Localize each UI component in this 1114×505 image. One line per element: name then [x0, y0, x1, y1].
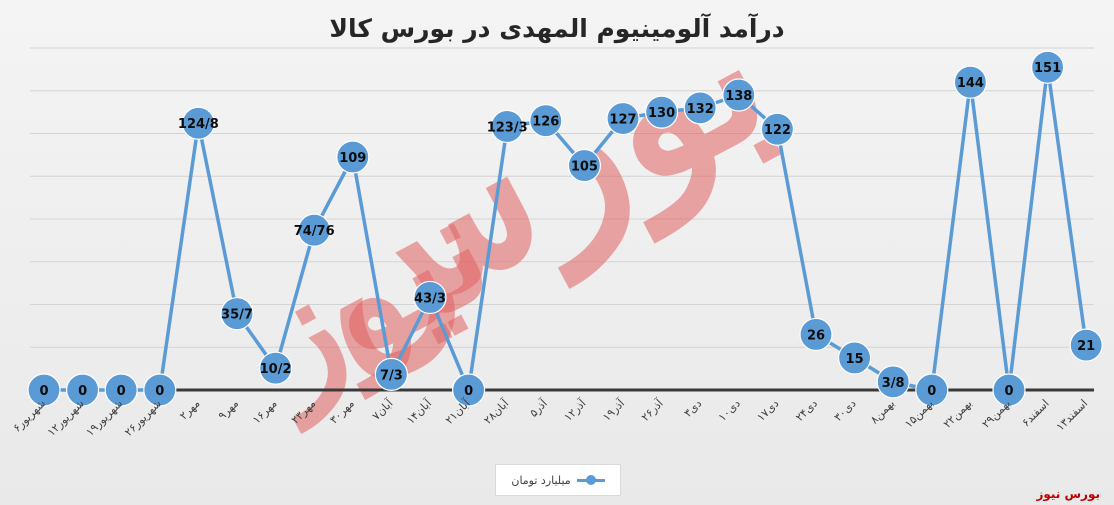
x-tick-label: ۶اسفند	[1019, 397, 1051, 429]
data-point	[374, 357, 408, 391]
series-line	[44, 65, 1088, 392]
data-label: 0	[1004, 384, 1013, 399]
data-label: 132	[687, 102, 714, 117]
x-tick-label: ۲مهر	[177, 397, 202, 422]
data-label: 123/3	[487, 120, 528, 135]
data-point	[644, 95, 679, 129]
data-label: 130	[648, 106, 675, 121]
data-point	[606, 101, 640, 136]
data-label: 21	[1077, 339, 1095, 354]
data-point	[799, 317, 833, 352]
data-point	[220, 297, 254, 331]
data-point	[876, 365, 910, 399]
data-label: 0	[155, 384, 164, 399]
brand-logo-text: بورس نیوز	[1036, 487, 1100, 501]
legend-line-marker	[576, 475, 605, 485]
data-point	[529, 104, 563, 138]
data-label: 43/3	[414, 291, 446, 306]
x-tick-label: ۱۳اسفند	[1054, 397, 1091, 434]
data-label: 105	[571, 160, 598, 175]
legend-label: میلیارد تومان	[511, 473, 571, 487]
x-tick-label: ۵آذر	[526, 396, 550, 420]
data-point	[452, 373, 486, 407]
x-tick-label: ۷آبان	[369, 396, 396, 423]
x-tick-label: ۱۲آذر	[561, 396, 589, 424]
x-tick-label: ۲۸آبان	[481, 396, 512, 427]
x-tick-label: ۲۲بهمن	[941, 397, 975, 431]
data-label: 126	[532, 115, 559, 130]
data-label: 3/8	[882, 376, 905, 391]
data-point	[336, 140, 370, 174]
data-point	[1069, 328, 1103, 362]
data-label: 7/3	[380, 368, 403, 383]
x-tick-label: ۲۶آذر	[638, 396, 666, 424]
x-tick-label: ۶شهریور	[10, 397, 48, 435]
x-tick-label: ۹مهر	[216, 397, 241, 422]
x-tick-label: ۱۵بهمن	[902, 397, 936, 431]
x-tick-label: ۳۰دی	[832, 397, 859, 424]
data-label: 0	[39, 384, 48, 399]
data-label: 0	[78, 384, 87, 399]
x-tick-label: ۸بهمن	[868, 397, 898, 427]
legend: میلیارد تومان	[495, 464, 621, 496]
data-point	[143, 373, 177, 407]
data-point	[567, 148, 602, 183]
data-point	[683, 91, 717, 125]
data-label: 122	[764, 123, 791, 138]
data-labels: 0 0 0 0 124/8 35/7 10/2 74/76 109 7/3 43/3 0 123/3 12…	[39, 61, 1095, 399]
series-points	[27, 50, 1103, 407]
data-label: 10/2	[260, 362, 292, 377]
data-label: 26	[807, 328, 825, 343]
x-tick-label: ۲۹بهمن	[979, 397, 1013, 431]
data-point	[722, 78, 756, 112]
x-tick-label: ۱۹آذر	[599, 396, 627, 424]
chart-title: درآمد آلومینیوم المهدی در بورس کالا	[329, 14, 785, 43]
data-label: 15	[846, 352, 864, 367]
x-tick-label: ۱۶مهر	[250, 397, 280, 427]
data-label: 138	[725, 89, 752, 104]
data-point	[27, 373, 61, 407]
data-point	[837, 341, 872, 375]
data-point	[915, 373, 949, 407]
data-point	[490, 109, 524, 144]
data-point	[297, 213, 331, 247]
data-label: 144	[957, 76, 984, 91]
x-tick-label: ۳دی	[681, 397, 704, 420]
data-point	[992, 373, 1026, 407]
data-label: 151	[1034, 61, 1061, 76]
data-label: 127	[609, 113, 636, 128]
data-label: 124/8	[178, 117, 219, 132]
data-label: 35/7	[221, 308, 253, 323]
data-point	[181, 106, 215, 140]
data-point	[1030, 50, 1065, 84]
data-label: 0	[117, 384, 126, 399]
data-label: 74/76	[294, 224, 335, 239]
data-label: 0	[464, 384, 473, 399]
data-label: 0	[927, 384, 936, 399]
x-tick-label: ۱۴آبان	[403, 396, 434, 427]
x-tick-label: ۱۷دی	[754, 397, 781, 424]
data-label: 109	[339, 151, 366, 166]
data-point	[760, 112, 795, 146]
x-tick-label: ۲۴دی	[793, 397, 820, 424]
x-tick-label: ۱۰دی	[716, 397, 743, 424]
data-point	[65, 373, 100, 407]
data-point	[104, 373, 138, 407]
data-point	[953, 65, 988, 99]
data-point	[413, 280, 447, 315]
data-point	[259, 351, 293, 385]
